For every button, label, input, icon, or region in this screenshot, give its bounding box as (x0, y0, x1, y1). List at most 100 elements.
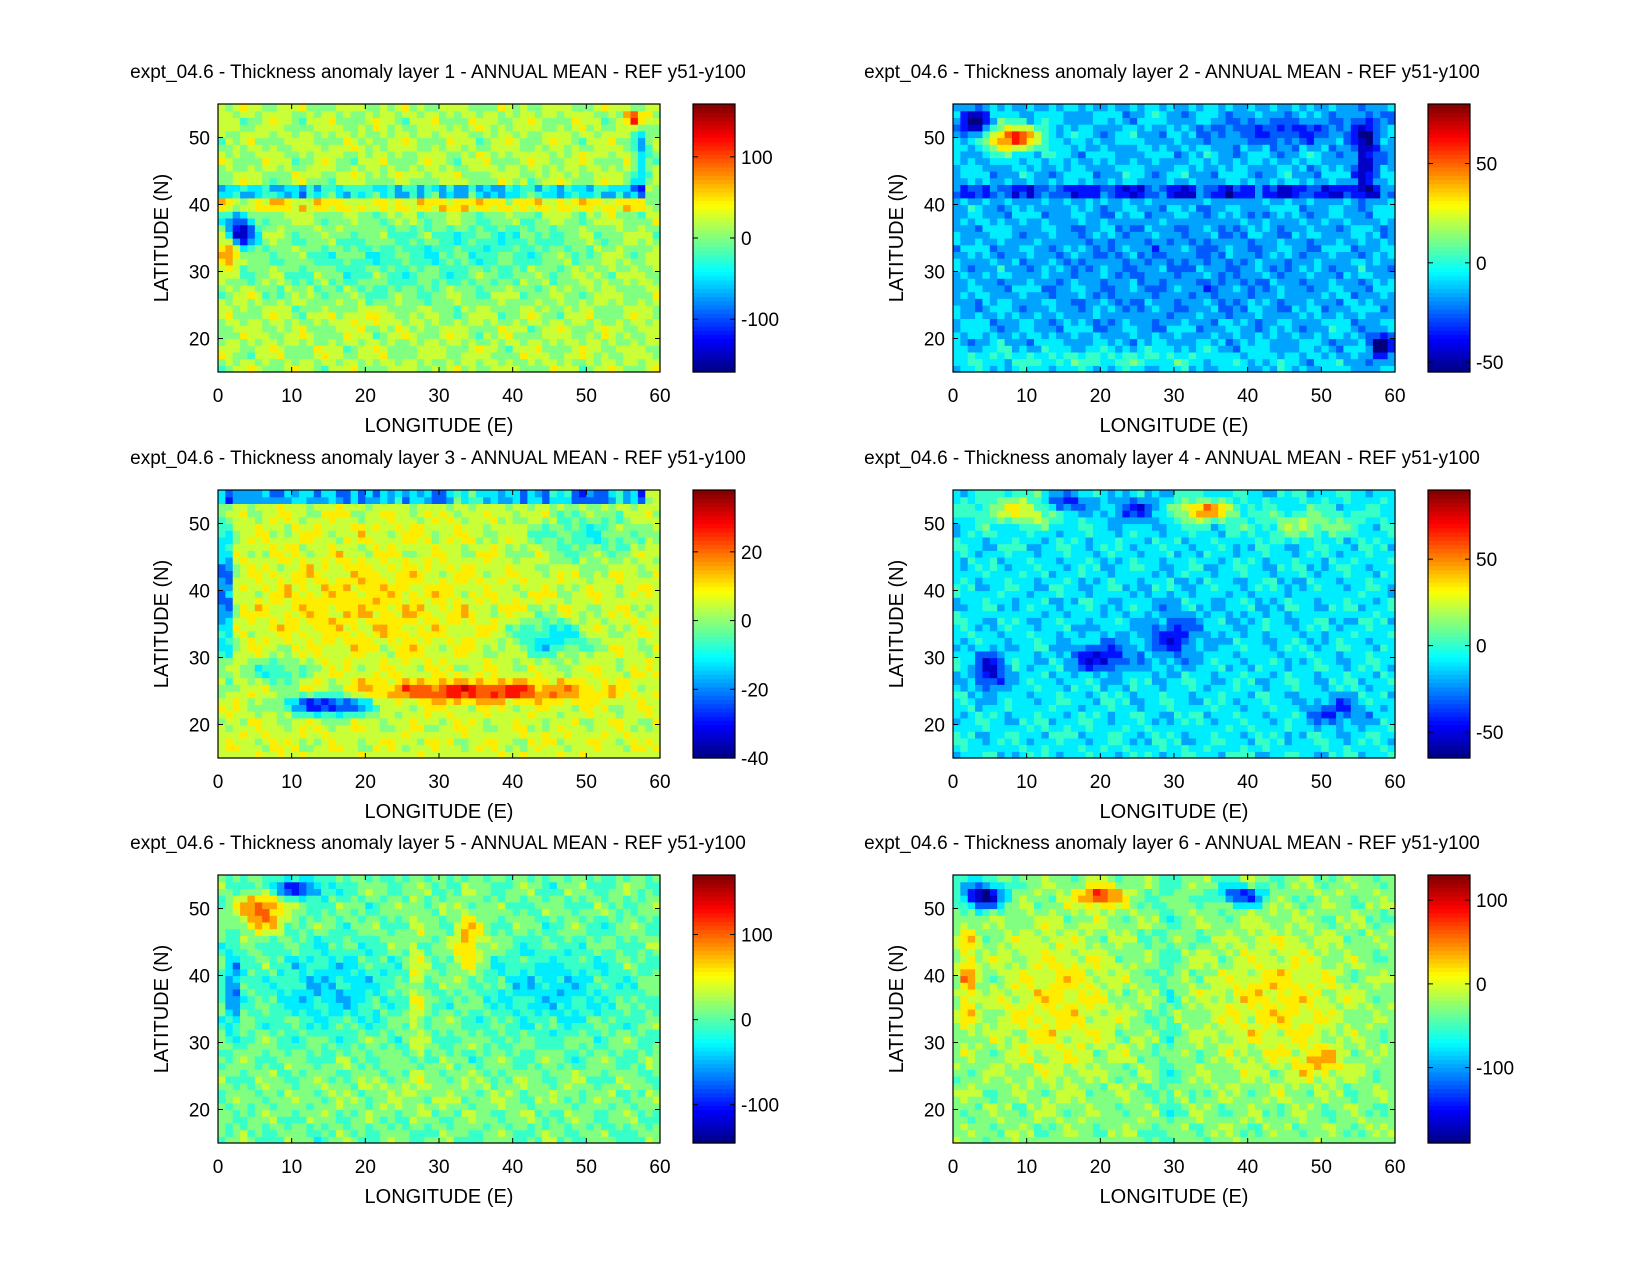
heatmap-cell (365, 331, 374, 340)
heatmap-cell (1247, 144, 1256, 152)
heatmap-cell (505, 117, 514, 125)
heatmap-cell (556, 238, 565, 246)
heatmap-cell (1063, 318, 1072, 326)
heatmap-cell (1115, 184, 1124, 192)
heatmap-cell (497, 224, 506, 232)
heatmap-cell (1004, 231, 1013, 239)
heatmap-cell (321, 311, 330, 319)
heatmap-cell (1063, 104, 1072, 112)
heatmap-cell (1144, 244, 1153, 252)
heatmap-cell (1203, 157, 1212, 165)
heatmap-cell (291, 291, 300, 299)
heatmap-cell (1313, 271, 1322, 279)
heatmap-cell (1262, 251, 1271, 259)
heatmap-cell (1004, 164, 1013, 172)
heatmap-cell (1210, 157, 1219, 165)
heatmap-cell (960, 338, 969, 346)
heatmap-cell (1277, 351, 1286, 360)
heatmap-cell (549, 291, 558, 299)
heatmap-cell (975, 104, 984, 112)
heatmap-cell (1166, 345, 1175, 353)
heatmap-cell (306, 130, 315, 139)
heatmap-cell (218, 318, 226, 326)
heatmap-cell (1092, 224, 1101, 232)
heatmap-cell (623, 117, 632, 125)
heatmap-cell (1144, 184, 1153, 192)
heatmap-cell (1210, 211, 1219, 219)
heatmap-cell (571, 184, 580, 192)
heatmap-cell (1225, 258, 1234, 266)
heatmap-cell (1365, 264, 1374, 273)
heatmap-cell (468, 137, 477, 145)
heatmap-cell (1115, 150, 1124, 159)
heatmap-cell (1122, 124, 1131, 132)
heatmap-cell (542, 331, 551, 340)
heatmap-cell (1225, 164, 1234, 172)
heatmap-cell (1004, 117, 1013, 125)
heatmap-cell (357, 284, 366, 293)
heatmap-cell (645, 117, 654, 125)
heatmap-cell (1122, 278, 1131, 286)
heatmap-cell (1188, 345, 1197, 353)
heatmap-cell (1240, 164, 1249, 172)
heatmap-cell (380, 278, 389, 286)
heatmap-cell (446, 137, 455, 145)
heatmap-cell (1019, 311, 1028, 319)
heatmap-cell (608, 124, 617, 132)
heatmap-cell (1262, 124, 1271, 132)
heatmap-cell (1306, 258, 1315, 266)
heatmap-cell (1277, 271, 1286, 279)
heatmap-cell (1203, 177, 1212, 185)
heatmap-cell (1299, 104, 1308, 112)
colorbar-swatch (693, 246, 735, 252)
heatmap-cell (505, 157, 514, 165)
colorbar-swatch (1428, 321, 1470, 327)
heatmap-cell (1159, 251, 1168, 259)
heatmap-cell (343, 231, 352, 239)
heatmap-cell (637, 104, 646, 112)
heatmap-cell (313, 211, 322, 219)
heatmap-cell (1092, 271, 1101, 279)
heatmap-cell (1070, 164, 1079, 172)
heatmap-cell (960, 184, 969, 192)
heatmap-cell (975, 211, 984, 219)
heatmap-cell (284, 284, 293, 293)
heatmap-cell (1092, 217, 1101, 226)
heatmap-cell (328, 345, 337, 353)
heatmap-cell (615, 365, 624, 373)
heatmap-cell (571, 144, 580, 152)
heatmap-cell (1232, 251, 1241, 259)
heatmap-cell (1284, 291, 1293, 299)
heatmap-cell (497, 358, 506, 366)
heatmap-cell (571, 171, 580, 179)
heatmap-cell (645, 298, 654, 306)
heatmap-cell (225, 184, 234, 192)
heatmap-cell (1026, 298, 1035, 306)
heatmap-cell (1196, 278, 1205, 286)
heatmap-cell (1048, 258, 1057, 266)
heatmap-cell (549, 244, 558, 252)
heatmap-cell (1336, 311, 1345, 319)
heatmap-cell (240, 231, 249, 239)
heatmap-cell (1115, 238, 1124, 246)
heatmap-cell (439, 177, 447, 185)
heatmap-cell (1122, 177, 1131, 185)
heatmap-cell (1188, 104, 1197, 112)
heatmap-cell (645, 137, 654, 145)
heatmap-cell (1011, 217, 1020, 226)
heatmap-cell (1372, 231, 1381, 239)
heatmap-cell (1056, 358, 1065, 366)
heatmap-cell (1240, 110, 1249, 118)
heatmap-cell (1203, 197, 1212, 206)
heatmap-cell (505, 244, 514, 252)
heatmap-cell (461, 124, 470, 132)
heatmap-cell (461, 264, 470, 273)
heatmap-cell (1313, 244, 1322, 252)
heatmap-cell (997, 305, 1006, 313)
heatmap-cell (982, 130, 991, 139)
heatmap-cell (313, 284, 322, 293)
heatmap-cell (1034, 258, 1042, 266)
heatmap-cell (284, 251, 293, 259)
heatmap-cell (269, 124, 278, 132)
heatmap-cell (284, 224, 293, 232)
